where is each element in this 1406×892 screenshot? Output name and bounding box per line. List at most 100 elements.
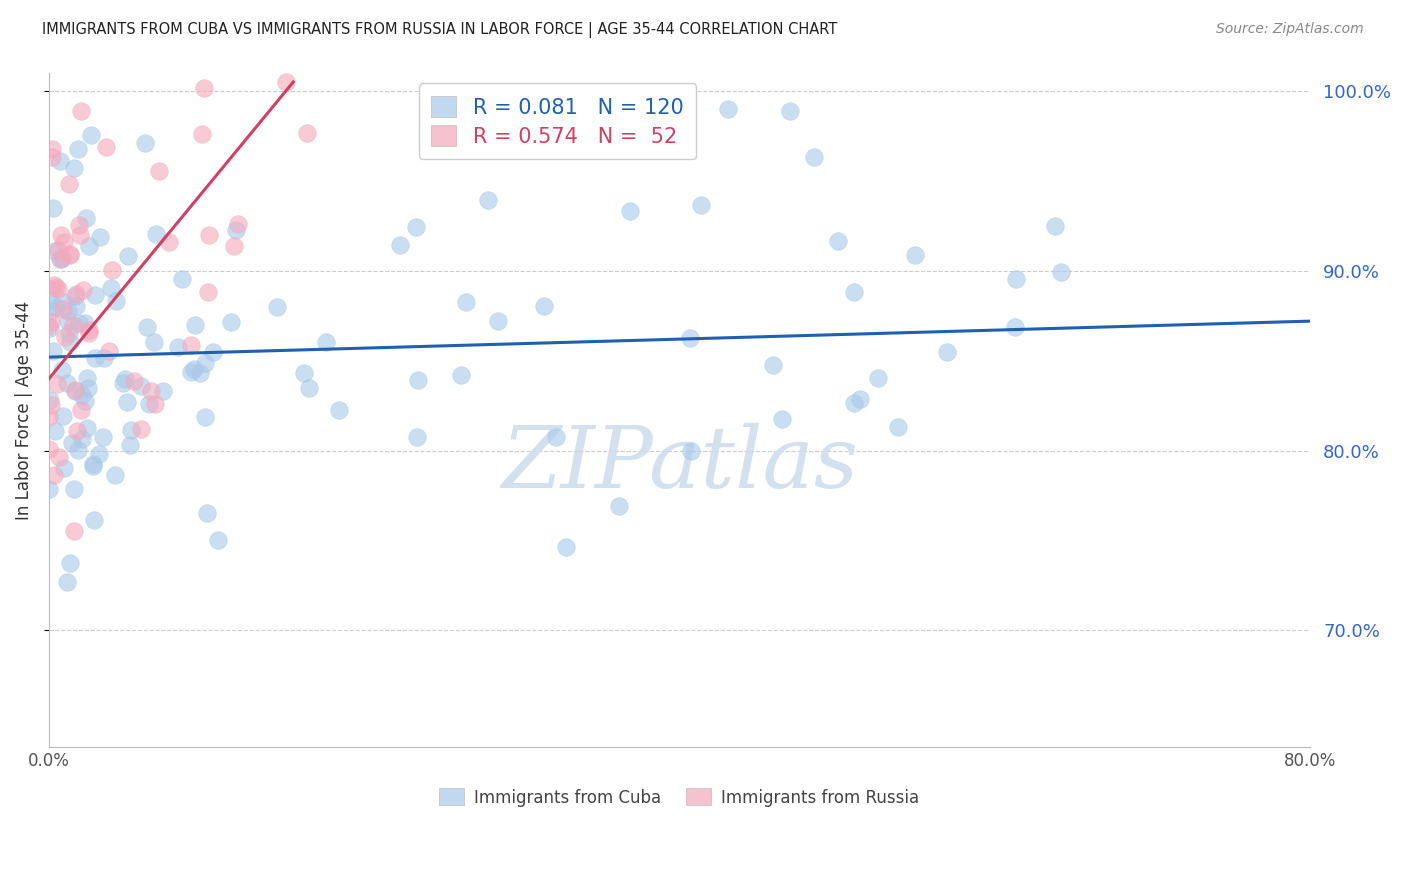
Point	[77, 323, 100, 337]
Point	[69, 228, 91, 243]
Point	[42, 467, 65, 482]
Point	[225, 222, 247, 236]
Point	[63, 161, 86, 176]
Point	[48, 153, 70, 168]
Point	[82, 457, 104, 471]
Point	[112, 376, 135, 391]
Point	[52, 409, 75, 423]
Point	[122, 374, 145, 388]
Point	[52, 461, 75, 475]
Point	[148, 163, 170, 178]
Point	[38, 442, 60, 456]
Point	[143, 397, 166, 411]
Point	[65, 299, 87, 313]
Point	[58, 557, 80, 571]
Point	[89, 230, 111, 244]
Point	[180, 338, 202, 352]
Point	[44, 244, 66, 258]
Point	[120, 423, 142, 437]
Point	[38, 482, 60, 496]
Point	[779, 103, 801, 118]
Point	[456, 294, 478, 309]
Point	[679, 444, 702, 458]
Point	[63, 524, 86, 538]
Point	[716, 102, 738, 116]
Point	[100, 263, 122, 277]
Point	[170, 272, 193, 286]
Point	[619, 203, 641, 218]
Point	[38, 293, 60, 307]
Point	[63, 289, 86, 303]
Point	[76, 421, 98, 435]
Point	[48, 252, 70, 266]
Point	[75, 211, 97, 225]
Point	[389, 237, 412, 252]
Point	[67, 219, 90, 233]
Point	[62, 318, 84, 332]
Point	[45, 280, 67, 294]
Point	[142, 335, 165, 350]
Point	[65, 383, 87, 397]
Point	[315, 334, 337, 349]
Point	[477, 193, 499, 207]
Point	[48, 450, 70, 465]
Point	[904, 248, 927, 262]
Text: IMMIGRANTS FROM CUBA VS IMMIGRANTS FROM RUSSIA IN LABOR FORCE | AGE 35-44 CORREL: IMMIGRANTS FROM CUBA VS IMMIGRANTS FROM …	[42, 22, 838, 38]
Point	[136, 320, 159, 334]
Point	[555, 540, 578, 554]
Point	[59, 334, 82, 349]
Point	[104, 468, 127, 483]
Point	[39, 315, 62, 329]
Point	[936, 344, 959, 359]
Point	[84, 351, 107, 365]
Point	[138, 397, 160, 411]
Point	[193, 81, 215, 95]
Point	[67, 316, 90, 330]
Legend: Immigrants from Cuba, Immigrants from Russia: Immigrants from Cuba, Immigrants from Ru…	[433, 781, 927, 814]
Point	[76, 370, 98, 384]
Point	[298, 381, 321, 395]
Point	[201, 345, 224, 359]
Point	[60, 435, 83, 450]
Point	[131, 378, 153, 392]
Point	[45, 300, 67, 314]
Point	[49, 252, 72, 266]
Point	[1050, 265, 1073, 279]
Point	[134, 136, 156, 150]
Point	[76, 381, 98, 395]
Point	[195, 506, 218, 520]
Point	[328, 402, 350, 417]
Point	[65, 287, 87, 301]
Point	[690, 198, 713, 212]
Point	[197, 285, 219, 300]
Point	[295, 126, 318, 140]
Point	[69, 103, 91, 118]
Point	[167, 340, 190, 354]
Point	[49, 228, 72, 243]
Point	[226, 217, 249, 231]
Point	[63, 384, 86, 399]
Point	[849, 392, 872, 407]
Point	[1004, 319, 1026, 334]
Point	[194, 409, 217, 424]
Point	[72, 283, 94, 297]
Point	[51, 294, 73, 309]
Point	[42, 344, 65, 359]
Point	[197, 227, 219, 242]
Point	[58, 314, 80, 328]
Point	[42, 202, 65, 216]
Point	[58, 326, 80, 341]
Point	[184, 318, 207, 332]
Point	[405, 219, 427, 234]
Point	[1043, 219, 1066, 233]
Point	[53, 330, 76, 344]
Point	[866, 371, 889, 385]
Point	[98, 344, 121, 359]
Point	[219, 315, 242, 329]
Point	[52, 235, 75, 250]
Point	[188, 366, 211, 380]
Point	[59, 247, 82, 261]
Point	[100, 280, 122, 294]
Point	[41, 143, 63, 157]
Point	[55, 575, 77, 590]
